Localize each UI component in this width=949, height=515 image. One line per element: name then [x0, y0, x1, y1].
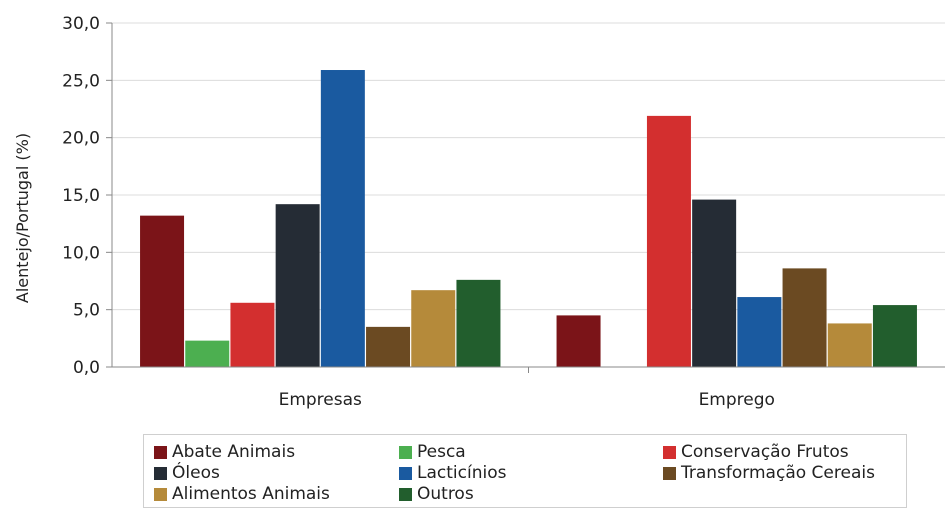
bar — [320, 70, 365, 367]
y-tick-label: 10,0 — [62, 243, 100, 263]
bar — [185, 340, 230, 367]
bar — [737, 297, 782, 367]
y-axis-title: Alentejo/Portugal (%) — [13, 133, 32, 303]
y-tick-label: 15,0 — [62, 186, 100, 206]
legend-swatch — [154, 445, 167, 459]
legend-label: Conservação Frutos — [681, 442, 849, 462]
x-tick-label: Empresas — [279, 390, 362, 410]
legend-swatch — [399, 487, 412, 501]
legend-swatch — [154, 487, 167, 501]
legend-swatch — [154, 466, 167, 480]
legend-label: Alimentos Animais — [172, 484, 330, 504]
y-tick-label: 5,0 — [73, 301, 100, 321]
legend-item: Óleos — [154, 463, 220, 483]
legend-swatch — [399, 466, 412, 480]
x-tick-label: Emprego — [699, 390, 775, 410]
bar — [782, 268, 827, 367]
legend: Abate Animais Pesca Conservação Frutos Óleo… — [143, 434, 907, 508]
legend-label: Abate Animais — [172, 442, 296, 462]
bar — [140, 215, 185, 367]
bar — [692, 199, 737, 367]
legend-label: Outros — [417, 484, 474, 504]
bar — [827, 323, 872, 367]
x-tick-labels: Empresas Emprego — [279, 390, 775, 410]
y-tick-label: 0,0 — [73, 358, 100, 378]
legend-item: Conservação Frutos — [663, 442, 849, 462]
legend-swatch — [663, 445, 676, 459]
legend-item: Abate Animais — [154, 442, 295, 462]
bars — [140, 70, 917, 367]
legend-item: Pesca — [399, 442, 466, 462]
bar — [556, 315, 601, 367]
legend-item: Alimentos Animais — [154, 484, 330, 504]
legend-item: Lacticínios — [399, 463, 506, 483]
y-tick-labels: 0,0 5,0 10,0 15,0 20,0 25,0 30,0 — [62, 14, 100, 378]
y-tick-label: 20,0 — [62, 129, 100, 149]
bar — [872, 305, 917, 367]
legend-swatch — [399, 445, 412, 459]
bar — [275, 204, 320, 367]
y-tick-label: 25,0 — [62, 71, 100, 91]
legend-item: Transformação Cereais — [663, 463, 875, 483]
bar — [366, 326, 411, 367]
legend-swatch — [663, 466, 676, 480]
bar — [646, 115, 691, 367]
legend-label: Pesca — [417, 442, 466, 462]
bar — [456, 279, 501, 367]
legend-item: Outros — [399, 484, 474, 504]
y-tick-label: 30,0 — [62, 14, 100, 34]
bar — [230, 302, 275, 367]
bar — [411, 290, 456, 367]
axes — [111, 23, 945, 373]
legend-label: Lacticínios — [417, 463, 507, 483]
legend-label: Óleos — [172, 463, 220, 483]
legend-label: Transformação Cereais — [681, 463, 875, 483]
